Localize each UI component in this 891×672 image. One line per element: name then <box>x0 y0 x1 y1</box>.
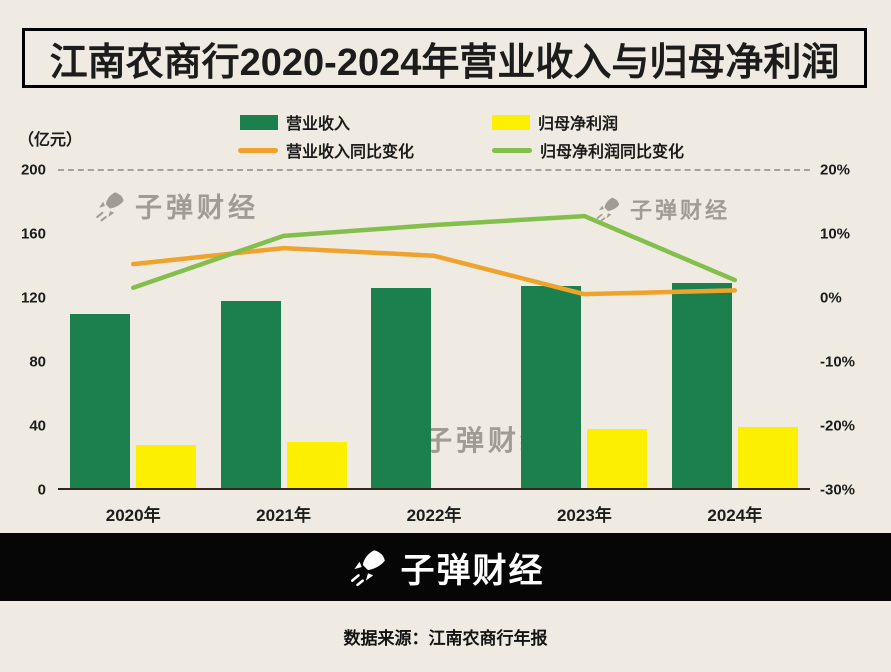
x-tick-label: 2023年 <box>556 506 612 525</box>
legend-label: 营业收入同比变化 <box>286 144 415 161</box>
rocket-icon <box>96 191 124 221</box>
data-source: 数据来源：江南农商行年报 <box>343 629 548 648</box>
y-tick-right: -20% <box>820 417 856 435</box>
revenue-bar <box>70 313 131 488</box>
legend-swatch <box>492 114 530 130</box>
x-tick-label: 2021年 <box>256 506 312 525</box>
watermark-top-right: 子弹财经 <box>594 193 730 225</box>
y-tick-right: 0% <box>820 289 842 307</box>
legend-label: 归母净利润同比变化 <box>540 144 685 161</box>
legend-swatch <box>492 147 532 153</box>
revenue-bar <box>521 286 582 488</box>
watermark-text: 子弹财经 <box>135 193 259 223</box>
footer-logo-text: 子弹财经 <box>400 551 545 590</box>
x-tick-label: 2024年 <box>707 506 763 525</box>
legend-swatch <box>240 114 278 130</box>
y-tick-right: -30% <box>820 481 856 499</box>
rocket-icon <box>350 550 385 587</box>
left-axis-unit: （亿元） <box>18 132 83 149</box>
y-tick-right: 20% <box>820 161 851 179</box>
legend-item: 归母净利润同比变化 <box>492 138 684 162</box>
rocket-icon <box>596 197 620 222</box>
profit-bar <box>587 428 648 488</box>
y-tick-left: 0 <box>37 481 46 499</box>
x-axis-line <box>58 488 810 490</box>
plot-area <box>58 169 810 490</box>
profit-bar <box>286 441 347 488</box>
y-tick-left: 160 <box>20 225 46 243</box>
legend-label: 营业收入 <box>286 116 351 133</box>
revenue-bar <box>671 283 732 488</box>
watermark-text: 子弹财经 <box>630 198 731 223</box>
profit-bar <box>136 444 197 488</box>
y-tick-right: -10% <box>820 353 856 371</box>
footer-bar: 子弹财经 <box>0 533 891 601</box>
x-tick-label: 2020年 <box>105 506 161 525</box>
x-axis-labels: 2020年 2021年 2022年 2023年 2024年 <box>58 501 810 525</box>
legend-swatch <box>238 147 278 153</box>
y-tick-left: 120 <box>20 289 46 307</box>
legend-item: 营业收入同比变化 <box>238 138 414 162</box>
legend-item: 营业收入 <box>240 110 350 134</box>
revenue-bar <box>371 288 431 488</box>
top-gridline <box>58 169 810 171</box>
revenue-bar <box>220 300 281 488</box>
y-tick-left: 80 <box>29 353 46 371</box>
legend-item: 归母净利润 <box>492 110 618 134</box>
y-tick-right: 10% <box>820 225 851 243</box>
y-axis-left: 200 160 120 80 40 0 <box>0 162 46 499</box>
profit-yoy-line <box>130 213 738 291</box>
watermark-top-left: 子弹财经 <box>93 186 259 225</box>
legend-label: 归母净利润 <box>538 116 619 133</box>
trend-lines <box>130 213 738 297</box>
x-tick-label: 2022年 <box>406 506 462 525</box>
y-axis-right: 20% 10% 0% -10% -20% -30% <box>820 162 884 499</box>
y-tick-left: 200 <box>20 161 46 179</box>
profit-bar <box>737 427 798 488</box>
page-title: 江南农商行2020-2024年营业收入与归母净利润 <box>22 28 867 88</box>
y-tick-left: 40 <box>29 417 46 435</box>
